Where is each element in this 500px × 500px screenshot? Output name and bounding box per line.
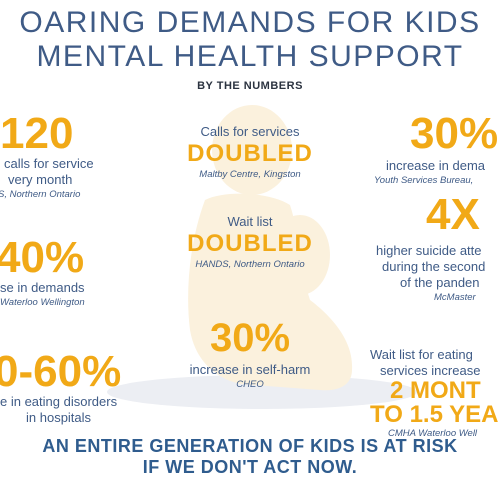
stat-source: CMHA Waterloo Well	[388, 428, 478, 439]
stat-value: 40%	[0, 233, 85, 282]
stat-value: 2 MONT	[390, 377, 481, 404]
stat-text: of the panden	[400, 275, 480, 290]
stat-center-waitlist: Wait list DOUBLED HANDS, Northern Ontari…	[160, 214, 340, 271]
silhouette-body	[188, 193, 353, 391]
stat-value: DOUBLED	[187, 230, 313, 257]
stat-value: 4X	[426, 190, 480, 239]
title-line-1: OARING DEMANDS FOR KIDS	[19, 6, 481, 39]
stat-source: McMaster	[434, 292, 476, 303]
stat-label: Calls for services	[200, 124, 300, 139]
stat-text: higher suicide atte	[376, 243, 482, 258]
stat-text: increase in dema	[386, 158, 485, 173]
stat-text: in hospitals	[26, 410, 92, 425]
stat-value: 0-60%	[0, 347, 122, 396]
stat-right-demand: 30% increase in dema Youth Services Bure…	[372, 112, 500, 187]
stat-source: CHEO	[236, 379, 264, 390]
stat-text: during the second	[382, 259, 486, 274]
stat-text: se in demands	[0, 280, 85, 295]
stat-source: Waterloo Wellington	[0, 297, 85, 308]
stat-source: Maltby Centre, Kingston	[199, 169, 301, 180]
stat-source: S, Northern Ontario	[0, 189, 81, 200]
subtitle: BY THE NUMBERS	[197, 80, 303, 92]
stat-source: Youth Services Bureau,	[374, 175, 474, 186]
stat-value: 120	[0, 109, 74, 158]
stat-value: 30%	[209, 316, 291, 360]
stat-text: Wait list for eating	[370, 347, 473, 362]
stat-text: increase in self-harm	[189, 362, 311, 377]
stat-right-suicide: 4X higher suicide atte during the second…	[372, 193, 500, 304]
stat-value: TO 1.5 YEA	[370, 401, 499, 428]
silhouette-head	[212, 105, 292, 195]
title-line-2: MENTAL HEALTH SUPPORT	[36, 40, 464, 73]
footer-line-2: IF WE DON'T ACT NOW.	[142, 457, 358, 477]
stat-source: HANDS, Northern Ontario	[195, 259, 305, 270]
stat-center-selfharm: 30% increase in self-harm CHEO	[160, 318, 340, 391]
stat-right-eating-waitlist: Wait list for eating services increase 2…	[366, 347, 500, 440]
silhouette-knees	[270, 215, 330, 295]
stat-value: DOUBLED	[187, 140, 313, 167]
stat-text: services increase	[380, 363, 481, 378]
stat-value: 30%	[410, 109, 499, 158]
stat-left-demands: 40% se in demands Waterloo Wellington	[0, 236, 126, 309]
stat-text: very month	[8, 172, 73, 187]
footer-line-1: AN ENTIRE GENERATION OF KIDS IS AT RISK	[42, 436, 458, 456]
stat-left-calls: 120 calls for service very month S, Nort…	[0, 112, 128, 201]
stat-center-calls: Calls for services DOUBLED Maltby Centre…	[160, 124, 340, 181]
stat-label: Wait list	[227, 214, 273, 229]
stat-left-eating: 0-60% e in eating disorders in hospitals	[0, 350, 164, 426]
stat-text: calls for service	[4, 156, 94, 171]
stat-text: e in eating disorders	[0, 394, 118, 409]
